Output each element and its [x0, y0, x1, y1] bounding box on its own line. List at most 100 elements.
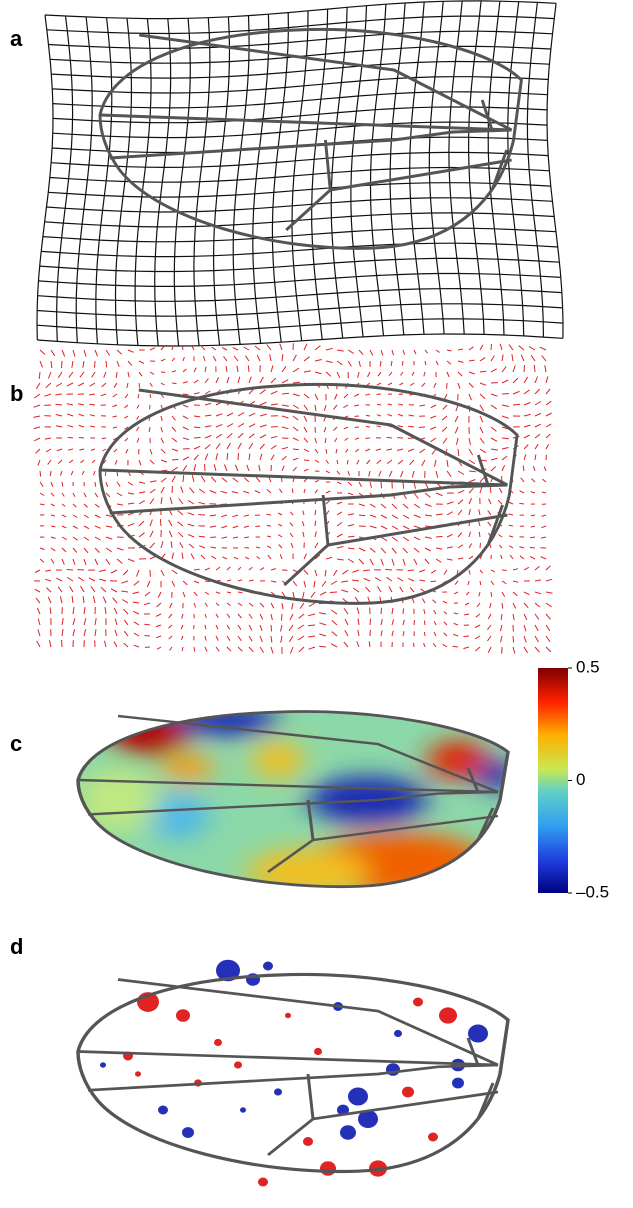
- vector-arrow: [105, 471, 106, 476]
- vector-arrow: [304, 489, 305, 493]
- vector-arrow: [513, 603, 516, 608]
- vector-arrow: [260, 435, 266, 438]
- vector-arrow: [271, 581, 276, 582]
- vector-arrow: [205, 415, 211, 416]
- effect-circle: [394, 1030, 402, 1037]
- vector-arrow: [513, 569, 518, 570]
- vector-arrow: [480, 438, 484, 444]
- vector-arrow: [545, 365, 546, 372]
- vector-arrow: [117, 361, 119, 367]
- vector-arrow: [490, 487, 491, 493]
- vector-arrow: [62, 361, 63, 368]
- vector-arrow: [99, 570, 106, 571]
- effect-circle: [182, 1127, 194, 1138]
- vector-arrow: [260, 625, 262, 631]
- vector-arrow: [355, 438, 359, 439]
- vector-arrow: [62, 504, 65, 507]
- vector-arrow: [134, 622, 139, 625]
- vector-arrow: [73, 629, 75, 636]
- vector-arrow: [183, 457, 189, 460]
- vector-arrow: [352, 570, 359, 572]
- vector-arrow: [302, 521, 304, 526]
- vector-arrow: [227, 443, 231, 449]
- vector-arrow: [282, 366, 286, 372]
- vector-arrow: [49, 640, 51, 647]
- vector-arrow: [315, 405, 316, 411]
- vector-arrow: [249, 567, 252, 570]
- vector-arrow: [337, 460, 338, 464]
- vector-arrow: [216, 603, 219, 606]
- vector-arrow: [216, 592, 220, 594]
- vector-arrow: [106, 361, 107, 367]
- vector-arrow: [80, 372, 84, 377]
- vector-arrow: [40, 559, 44, 562]
- vector-arrow: [458, 490, 464, 493]
- vector-arrow: [117, 548, 124, 550]
- vector-arrow: [315, 490, 318, 493]
- vector-arrow: [535, 413, 541, 416]
- vector-arrow: [291, 543, 293, 548]
- vector-arrow: [289, 636, 293, 642]
- vector-arrow: [199, 536, 205, 537]
- vector-arrow: [150, 372, 154, 374]
- vector-arrow: [181, 636, 183, 640]
- vector-arrow: [535, 444, 538, 449]
- vector-arrow: [293, 382, 300, 383]
- vector-arrow: [79, 425, 84, 427]
- vector-arrow: [72, 596, 73, 603]
- vector-arrow: [546, 401, 551, 405]
- vector-arrow: [392, 608, 393, 614]
- vector-arrow: [402, 361, 403, 366]
- effect-circle: [428, 1133, 438, 1142]
- vector-arrow: [290, 614, 293, 620]
- vector-arrow: [212, 347, 216, 350]
- vector-arrow: [464, 614, 469, 615]
- vector-arrow: [224, 356, 228, 361]
- vector-arrow: [51, 482, 53, 487]
- vector-arrow: [133, 611, 139, 614]
- vector-arrow: [491, 438, 497, 441]
- vector-arrow: [501, 614, 502, 620]
- vector-arrow: [199, 546, 205, 548]
- vector-arrow: [139, 460, 141, 465]
- vector-arrow: [62, 629, 63, 636]
- vector-arrow: [216, 424, 222, 427]
- vector-arrow: [425, 493, 430, 497]
- vector-arrow: [320, 592, 326, 595]
- vector-arrow: [133, 602, 139, 603]
- vector-arrow: [237, 366, 238, 372]
- vector-arrow: [480, 383, 486, 385]
- vector-arrow: [370, 559, 373, 565]
- vector-arrow: [161, 460, 167, 462]
- vector-arrow: [304, 469, 309, 471]
- vector-arrow: [424, 632, 425, 636]
- vector-arrow: [68, 437, 73, 438]
- vector-arrow: [458, 361, 463, 363]
- vector-arrow: [188, 513, 194, 515]
- vector-arrow: [33, 416, 40, 417]
- vector-arrow: [410, 588, 414, 593]
- vector-arrow: [125, 416, 129, 418]
- vector-arrow: [370, 526, 377, 528]
- vector-arrow: [348, 361, 351, 366]
- vector-arrow: [95, 618, 96, 625]
- vector-arrow: [299, 647, 304, 652]
- vector-arrow: [419, 570, 425, 572]
- vector-arrow: [227, 453, 228, 460]
- vector-arrow: [293, 458, 298, 460]
- vector-arrow: [542, 356, 546, 362]
- vector-arrow: [535, 603, 540, 607]
- vector-arrow: [282, 393, 289, 394]
- vector-arrow: [111, 589, 117, 592]
- vector-arrow: [172, 476, 175, 482]
- vector-arrow: [89, 578, 95, 581]
- vector-arrow: [531, 515, 535, 516]
- vector-arrow: [260, 614, 263, 619]
- vector-arrow: [377, 415, 381, 416]
- vector-arrow: [385, 569, 392, 570]
- vector-arrow: [436, 559, 441, 562]
- vector-arrow: [156, 636, 161, 638]
- vector-arrow: [93, 596, 95, 603]
- vector-arrow: [325, 570, 326, 577]
- vector-arrow: [454, 613, 458, 614]
